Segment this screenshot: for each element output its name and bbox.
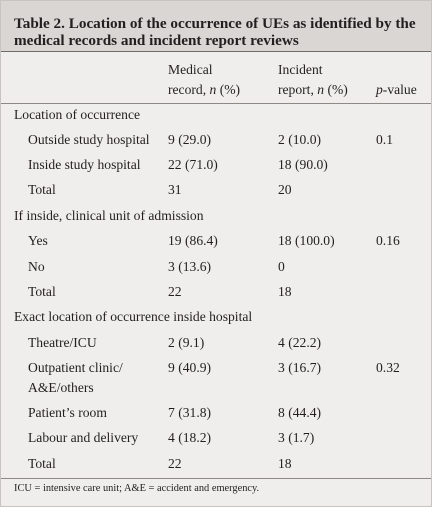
header-divider xyxy=(1,103,431,104)
row-label: Labour and delivery xyxy=(28,430,139,445)
col-header-incident-line1: Incident xyxy=(278,62,323,77)
incident-value: 0 xyxy=(278,259,285,274)
medical-value: 22 (71.0) xyxy=(168,157,218,172)
title-divider xyxy=(1,51,431,52)
incident-value: 18 xyxy=(278,284,292,299)
section-heading: Location of occurrence xyxy=(14,107,141,122)
col-header-pvalue-p: p xyxy=(376,82,383,97)
incident-value: 18 xyxy=(278,456,292,471)
col-header-incident: Incident report, n (%) xyxy=(278,60,348,100)
incident-value: 20 xyxy=(278,182,292,197)
row-label: Total xyxy=(28,456,56,471)
row-label: Outside study hospital xyxy=(28,132,150,147)
section-heading: Exact location of occurrence inside hosp… xyxy=(14,309,253,324)
medical-value: 4 (18.2) xyxy=(168,430,212,445)
col-header-pvalue-suffix: -value xyxy=(382,82,417,97)
row-label: No xyxy=(28,259,45,274)
medical-value: 31 xyxy=(168,182,182,197)
col-header-medical-n: n xyxy=(209,82,217,97)
table-title-line2: medical records and incident report revi… xyxy=(14,32,299,49)
table-title-band: Table 2. Location of the occurrence of U… xyxy=(1,1,431,51)
medical-value: 19 (86.4) xyxy=(168,233,218,248)
col-header-pvalue: p-value xyxy=(376,80,417,100)
incident-value: 3 (1.7) xyxy=(278,430,315,445)
col-header-incident-prefix: report, xyxy=(278,82,318,97)
medical-value: 2 (9.1) xyxy=(168,335,205,350)
p-value: 0.1 xyxy=(376,132,393,147)
col-header-incident-n: n xyxy=(317,82,325,97)
row-label: Total xyxy=(28,284,56,299)
medical-value: 3 (13.6) xyxy=(168,259,212,274)
row-label: Outpatient clinic/ A&E/others xyxy=(28,358,123,398)
col-header-medical-line1: Medical xyxy=(168,62,213,77)
table-footnote: ICU = intensive care unit; A&E = acciden… xyxy=(14,483,260,494)
row-label: Theatre/ICU xyxy=(28,335,97,350)
incident-value: 8 (44.4) xyxy=(278,405,322,420)
row-label: Inside study hospital xyxy=(28,157,141,172)
incident-value: 18 (100.0) xyxy=(278,233,335,248)
incident-value: 4 (22.2) xyxy=(278,335,322,350)
medical-value: 22 xyxy=(168,456,182,471)
row-label: Total xyxy=(28,182,56,197)
col-header-medical-prefix: record, xyxy=(168,82,210,97)
table-title: Table 2. Location of the occurrence of U… xyxy=(14,15,424,49)
incident-value: 2 (10.0) xyxy=(278,132,322,147)
medical-value: 9 (29.0) xyxy=(168,132,212,147)
table-title-line1: Table 2. Location of the occurrence of U… xyxy=(14,15,416,32)
p-value: 0.16 xyxy=(376,233,400,248)
col-header-medical-suffix: (%) xyxy=(216,82,241,97)
col-header-incident-suffix: (%) xyxy=(324,82,348,97)
medical-value: 9 (40.9) xyxy=(168,360,212,375)
incident-value: 3 (16.7) xyxy=(278,360,322,375)
row-label: Yes xyxy=(28,233,48,248)
medical-value: 22 xyxy=(168,284,182,299)
table-bottom-rule xyxy=(1,478,431,479)
row-label: Patient’s room xyxy=(28,405,107,420)
col-header-medical: Medical record, n (%) xyxy=(168,60,240,100)
medical-value: 7 (31.8) xyxy=(168,405,212,420)
section-heading: If inside, clinical unit of admission xyxy=(14,208,204,223)
incident-value: 18 (90.0) xyxy=(278,157,328,172)
row-label-line2: A&E/others xyxy=(28,380,94,395)
row-label-line1: Outpatient clinic/ xyxy=(28,360,123,375)
p-value: 0.32 xyxy=(376,360,400,375)
